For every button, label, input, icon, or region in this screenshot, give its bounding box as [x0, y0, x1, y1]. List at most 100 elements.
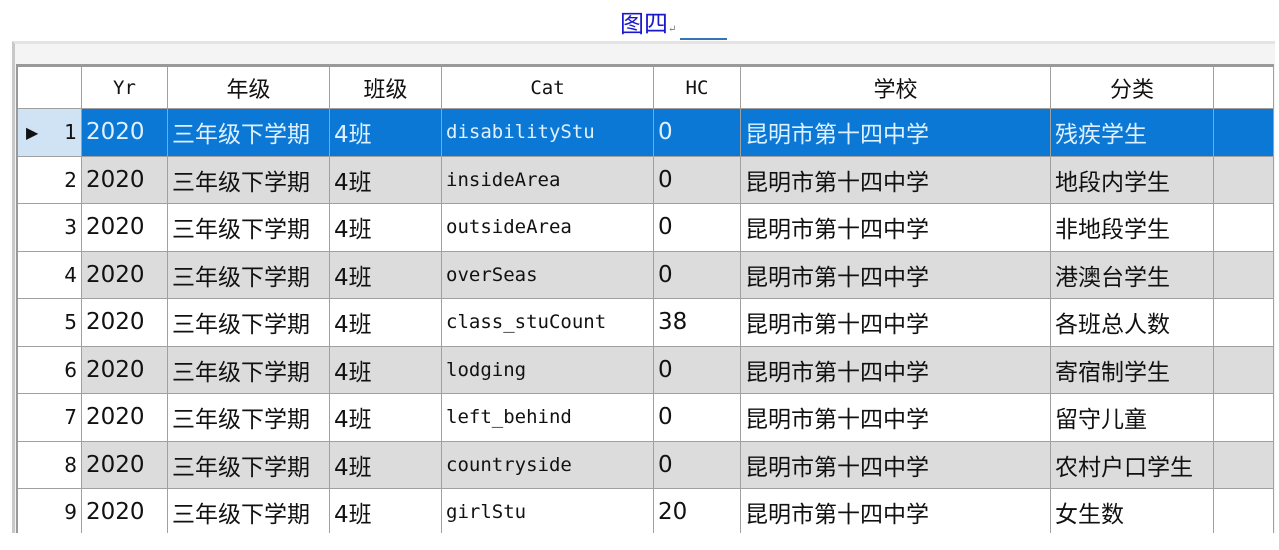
cell-type[interactable]: 各班总人数	[1051, 299, 1214, 346]
cell-class[interactable]: 4班	[330, 441, 442, 488]
cell-class[interactable]: 4班	[330, 489, 442, 533]
cell-class[interactable]: 4班	[330, 346, 442, 393]
cell-school[interactable]: 昆明市第十四中学	[741, 489, 1051, 533]
cell-empty[interactable]	[1214, 109, 1274, 156]
cell-yr[interactable]: 2020	[82, 299, 168, 346]
cell-empty[interactable]	[1214, 489, 1274, 533]
cell-grade[interactable]: 三年级下学期	[168, 109, 330, 156]
table-row[interactable]: ▶ 1 2020 三年级下学期 4班 disabilityStu 0 昆明市第十四中学 残疾学生	[18, 109, 1274, 157]
cell-cat[interactable]: lodging	[442, 346, 654, 393]
cell-type[interactable]: 寄宿制学生	[1051, 346, 1214, 393]
column-header-yr[interactable]: Yr	[82, 67, 168, 108]
cell-class[interactable]: 4班	[330, 204, 442, 251]
cell-type[interactable]: 农村户口学生	[1051, 441, 1214, 488]
cell-yr[interactable]: 2020	[82, 441, 168, 488]
row-header[interactable]: 8	[18, 441, 82, 488]
cell-cat[interactable]: overSeas	[442, 251, 654, 298]
cell-school[interactable]: 昆明市第十四中学	[741, 156, 1051, 203]
table-row[interactable]: 2 2020 三年级下学期 4班 insideArea 0 昆明市第十四中学 地段内学生	[18, 156, 1274, 204]
cell-yr[interactable]: 2020	[82, 109, 168, 156]
cell-yr[interactable]: 2020	[82, 156, 168, 203]
cell-empty[interactable]	[1214, 346, 1274, 393]
table-row[interactable]: 6 2020 三年级下学期 4班 lodging 0 昆明市第十四中学 寄宿制学生	[18, 346, 1274, 394]
row-header[interactable]: 4	[18, 251, 82, 298]
table-row[interactable]: 5 2020 三年级下学期 4班 class_stuCount 38 昆明市第十四中学 各班总…	[18, 299, 1274, 347]
cell-cat[interactable]: insideArea	[442, 156, 654, 203]
cell-school[interactable]: 昆明市第十四中学	[741, 109, 1051, 156]
cell-hc[interactable]: 0	[654, 394, 741, 441]
cell-cat[interactable]: left_behind	[442, 394, 654, 441]
row-header[interactable]: 6	[18, 346, 82, 393]
cell-class[interactable]: 4班	[330, 109, 442, 156]
row-header[interactable]: 3	[18, 204, 82, 251]
cell-grade[interactable]: 三年级下学期	[168, 441, 330, 488]
header-row: Yr 年级 班级 Cat HC 学校 分类	[18, 67, 1274, 109]
cell-grade[interactable]: 三年级下学期	[168, 299, 330, 346]
cell-school[interactable]: 昆明市第十四中学	[741, 204, 1051, 251]
table-row[interactable]: 9 2020 三年级下学期 4班 girlStu 20 昆明市第十四中学 女生数	[18, 489, 1274, 533]
column-header-cat[interactable]: Cat	[442, 67, 654, 108]
column-header-hc[interactable]: HC	[654, 67, 741, 108]
cell-class[interactable]: 4班	[330, 251, 442, 298]
row-header[interactable]: 9	[18, 489, 82, 533]
cell-type[interactable]: 地段内学生	[1051, 156, 1214, 203]
cell-yr[interactable]: 2020	[82, 251, 168, 298]
cell-empty[interactable]	[1214, 156, 1274, 203]
cell-school[interactable]: 昆明市第十四中学	[741, 251, 1051, 298]
cell-empty[interactable]	[1214, 394, 1274, 441]
table-row[interactable]: 3 2020 三年级下学期 4班 outsideArea 0 昆明市第十四中学 非地段学生	[18, 204, 1274, 252]
column-header-class[interactable]: 班级	[330, 67, 442, 108]
cell-type[interactable]: 港澳台学生	[1051, 251, 1214, 298]
cell-hc[interactable]: 38	[654, 299, 741, 346]
cell-grade[interactable]: 三年级下学期	[168, 204, 330, 251]
cell-hc[interactable]: 20	[654, 489, 741, 533]
table-row[interactable]: 8 2020 三年级下学期 4班 countryside 0 昆明市第十四中学 农村户口学生	[18, 441, 1274, 489]
cell-grade[interactable]: 三年级下学期	[168, 251, 330, 298]
column-header-school[interactable]: 学校	[741, 67, 1051, 108]
cell-type[interactable]: 留守儿童	[1051, 394, 1214, 441]
cell-type[interactable]: 女生数	[1051, 489, 1214, 533]
cell-empty[interactable]	[1214, 251, 1274, 298]
cell-type[interactable]: 非地段学生	[1051, 204, 1214, 251]
cell-class[interactable]: 4班	[330, 299, 442, 346]
cell-yr[interactable]: 2020	[82, 489, 168, 533]
cell-cat[interactable]: outsideArea	[442, 204, 654, 251]
cell-hc[interactable]: 0	[654, 204, 741, 251]
cell-cat[interactable]: girlStu	[442, 489, 654, 533]
cell-grade[interactable]: 三年级下学期	[168, 489, 330, 533]
cell-school[interactable]: 昆明市第十四中学	[741, 394, 1051, 441]
cell-hc[interactable]: 0	[654, 251, 741, 298]
cell-hc[interactable]: 0	[654, 346, 741, 393]
cell-hc[interactable]: 0	[654, 441, 741, 488]
row-header[interactable]: ▶ 1	[18, 109, 82, 156]
cell-yr[interactable]: 2020	[82, 204, 168, 251]
corner-header[interactable]	[18, 67, 82, 108]
cell-class[interactable]: 4班	[330, 394, 442, 441]
cell-cat[interactable]: disabilityStu	[442, 109, 654, 156]
cell-type[interactable]: 残疾学生	[1051, 109, 1214, 156]
cell-grade[interactable]: 三年级下学期	[168, 346, 330, 393]
row-header[interactable]: 7	[18, 394, 82, 441]
cell-school[interactable]: 昆明市第十四中学	[741, 299, 1051, 346]
cell-hc[interactable]: 0	[654, 109, 741, 156]
cell-empty[interactable]	[1214, 441, 1274, 488]
cell-school[interactable]: 昆明市第十四中学	[741, 441, 1051, 488]
cell-yr[interactable]: 2020	[82, 346, 168, 393]
table-row[interactable]: 4 2020 三年级下学期 4班 overSeas 0 昆明市第十四中学 港澳台学生	[18, 251, 1274, 299]
cell-hc[interactable]: 0	[654, 156, 741, 203]
cell-cat[interactable]: class_stuCount	[442, 299, 654, 346]
cell-yr[interactable]: 2020	[82, 394, 168, 441]
cell-empty[interactable]	[1214, 299, 1274, 346]
table-row[interactable]: 7 2020 三年级下学期 4班 left_behind 0 昆明市第十四中学 留守儿童	[18, 394, 1274, 442]
cell-grade[interactable]: 三年级下学期	[168, 394, 330, 441]
data-grid[interactable]: Yr 年级 班级 Cat HC 学校 分类 ▶ 1 2020 三年级下学期 4班 disa…	[16, 64, 1274, 533]
row-header[interactable]: 5	[18, 299, 82, 346]
cell-class[interactable]: 4班	[330, 156, 442, 203]
cell-grade[interactable]: 三年级下学期	[168, 156, 330, 203]
row-header[interactable]: 2	[18, 156, 82, 203]
column-header-type[interactable]: 分类	[1051, 67, 1214, 108]
cell-empty[interactable]	[1214, 204, 1274, 251]
cell-cat[interactable]: countryside	[442, 441, 654, 488]
column-header-grade[interactable]: 年级	[168, 67, 330, 108]
cell-school[interactable]: 昆明市第十四中学	[741, 346, 1051, 393]
